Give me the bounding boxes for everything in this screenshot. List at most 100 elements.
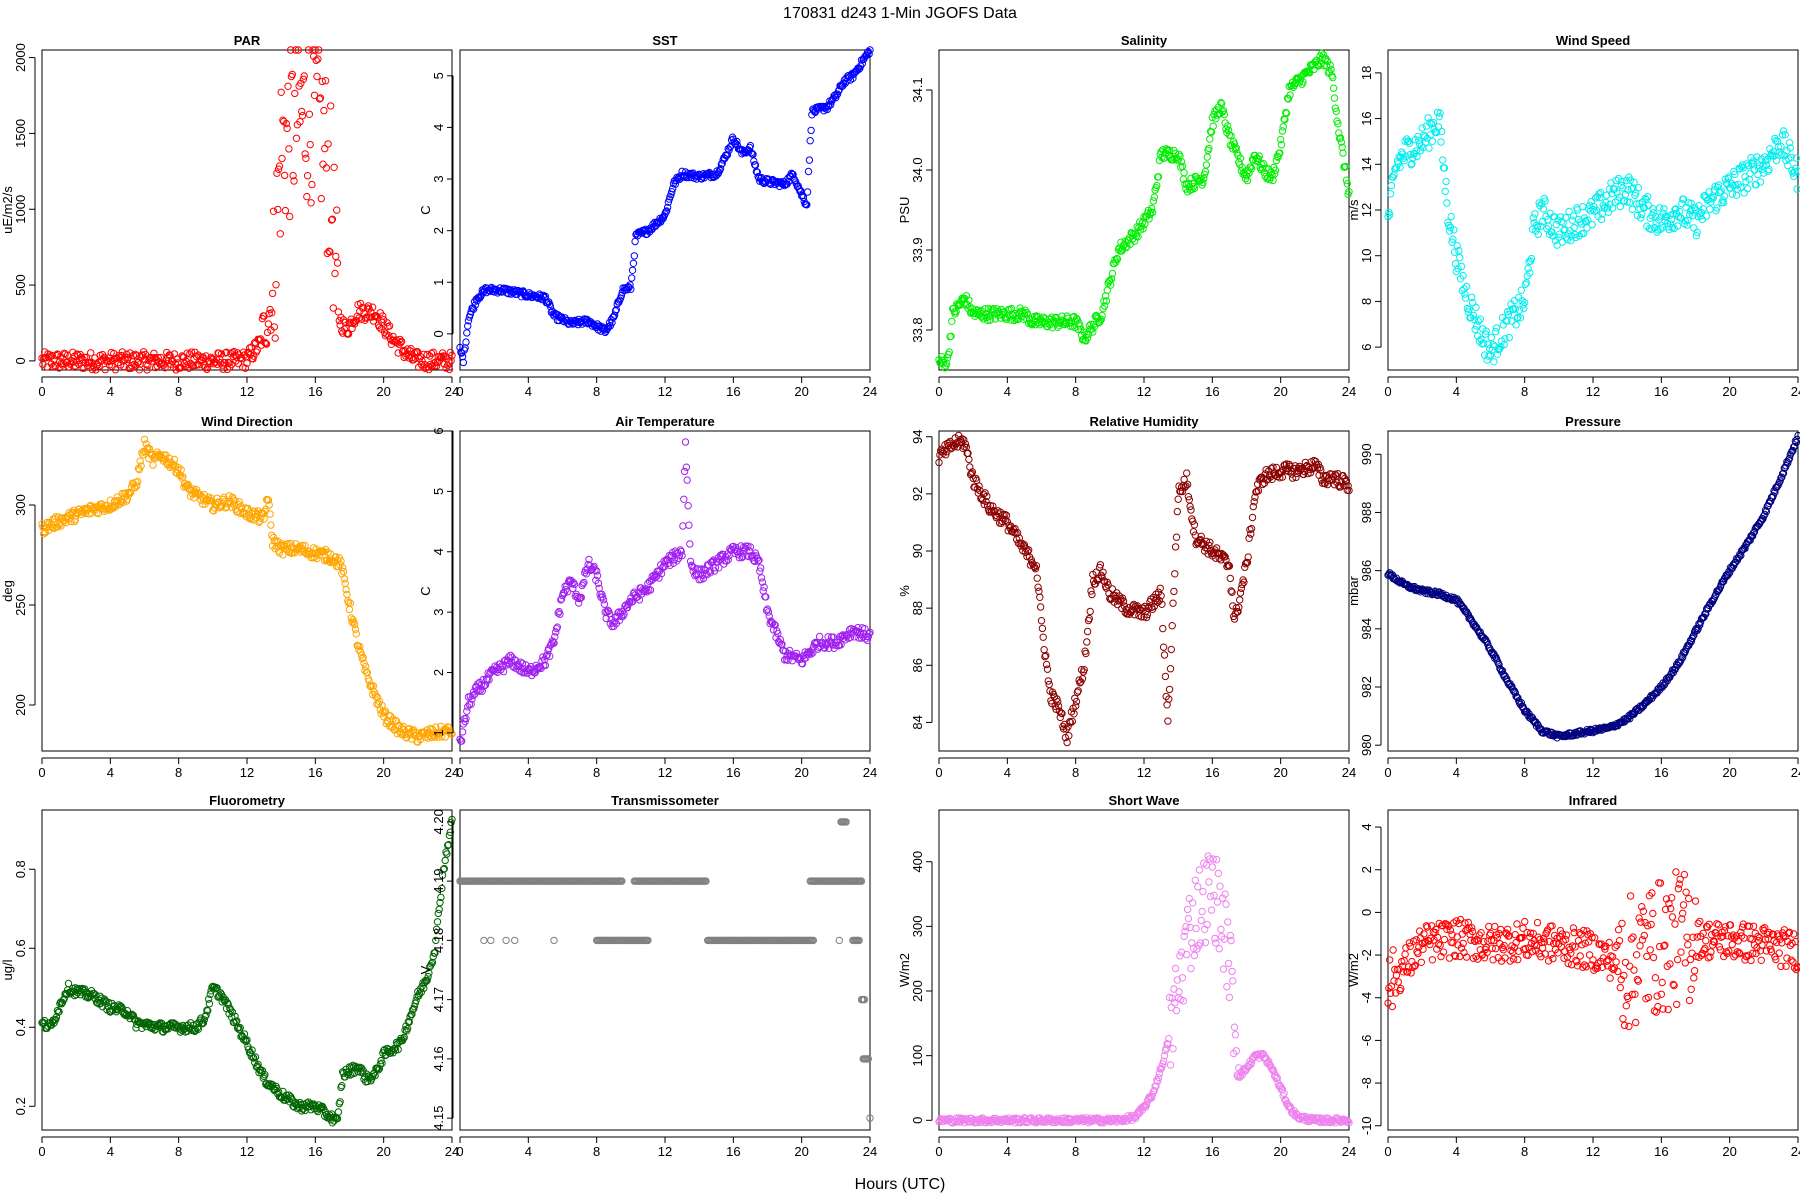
data-point: [1513, 314, 1521, 323]
plot-frame: [1387, 430, 1799, 752]
data-point: [272, 281, 280, 289]
data-point: [327, 102, 335, 110]
data-point: [362, 313, 371, 321]
y-tick-label: 18: [1359, 66, 1374, 80]
data-point: [1118, 245, 1127, 253]
data-point: [724, 145, 732, 153]
data-point: [725, 146, 733, 154]
data-point: [1444, 221, 1453, 230]
data-point: [1595, 190, 1603, 198]
data-point: [1043, 665, 1052, 673]
y-tick-label: 16: [1359, 111, 1374, 125]
data-point: [746, 141, 755, 150]
data-point: [1212, 115, 1220, 123]
panel-title: SST: [652, 33, 677, 48]
data-point: [1428, 137, 1437, 146]
data-point: [1793, 185, 1800, 193]
x-tick-label: 12: [658, 384, 672, 399]
x-tick-label: 8: [1072, 384, 1079, 399]
data-point: [779, 180, 787, 189]
data-point: [1036, 603, 1045, 611]
data-point: [305, 110, 314, 119]
y-tick-label: 14: [1359, 157, 1374, 171]
data-point: [1319, 51, 1328, 59]
data-point: [1621, 190, 1630, 199]
y-axis-label: PSU: [897, 197, 912, 224]
x-tick-label: 8: [1072, 765, 1079, 780]
x-tick-label: 16: [308, 384, 322, 399]
data-point: [1457, 262, 1466, 271]
data-point: [385, 332, 393, 340]
data-point: [1603, 204, 1612, 212]
x-tick-label: 12: [1586, 384, 1600, 399]
data-point: [315, 46, 323, 54]
data-point: [1439, 156, 1447, 164]
data-point: [1341, 163, 1349, 171]
data-point: [1519, 301, 1527, 309]
data-point: [143, 366, 151, 374]
data-point: [1206, 135, 1214, 143]
data-point: [1161, 672, 1170, 681]
panel-title: Wind Direction: [201, 414, 293, 429]
data-point: [1583, 224, 1591, 232]
data-point: [1113, 255, 1122, 263]
data-point: [278, 154, 286, 163]
x-tick-label: 0: [38, 1144, 45, 1159]
data-point: [207, 353, 215, 361]
x-tick-label: 4: [1004, 384, 1011, 399]
data-point: [1148, 208, 1157, 217]
data-point: [1386, 190, 1395, 198]
data-point: [1630, 178, 1638, 187]
data-point: [1338, 143, 1346, 152]
data-point: [646, 224, 655, 232]
data-point: [1437, 138, 1445, 146]
y-tick-label: 0.2: [13, 1097, 28, 1115]
data-point: [1779, 127, 1788, 135]
y-tick-label: 984: [1359, 618, 1374, 640]
data-point: [1048, 324, 1057, 332]
data-point: [1038, 624, 1047, 633]
data-point: [747, 149, 755, 157]
x-tick-label: 24: [863, 765, 877, 780]
x-tick-label: 0: [456, 1144, 463, 1159]
data-point: [1224, 122, 1232, 130]
data-point: [1269, 176, 1277, 185]
data-point: [326, 248, 334, 256]
x-tick-label: 8: [175, 765, 182, 780]
data-point: [1248, 513, 1257, 522]
data-point: [283, 124, 291, 133]
data-point: [681, 438, 690, 446]
data-point: [1108, 585, 1117, 593]
data-point: [1318, 49, 1326, 57]
data-point: [268, 289, 277, 298]
data-point: [1149, 197, 1158, 205]
data-point: [1168, 622, 1176, 630]
data-point: [1218, 100, 1226, 108]
data-point: [290, 177, 298, 185]
data-point: [1453, 242, 1461, 250]
data-point: [1187, 506, 1195, 514]
y-tick-label: 2: [431, 669, 446, 676]
data-point: [1403, 138, 1412, 146]
data-point: [1511, 305, 1520, 313]
data-point: [118, 348, 127, 356]
data-point: [1624, 186, 1632, 194]
data-point: [1728, 190, 1736, 198]
data-point: [1556, 213, 1565, 221]
data-point: [803, 188, 812, 196]
data-point: [1656, 225, 1665, 233]
data-point: [1469, 311, 1478, 320]
x-tick-label: 4: [1453, 765, 1460, 780]
x-tick-label: 20: [376, 384, 390, 399]
x-tick-label: 4: [1453, 384, 1460, 399]
data-point: [217, 350, 226, 358]
data-point: [1243, 176, 1252, 185]
data-point: [1529, 214, 1537, 222]
data-point: [1217, 98, 1225, 107]
data-point: [1076, 322, 1084, 330]
data-point: [546, 302, 555, 311]
data-point: [324, 140, 332, 148]
data-point: [343, 590, 351, 599]
data-point: [799, 193, 808, 202]
